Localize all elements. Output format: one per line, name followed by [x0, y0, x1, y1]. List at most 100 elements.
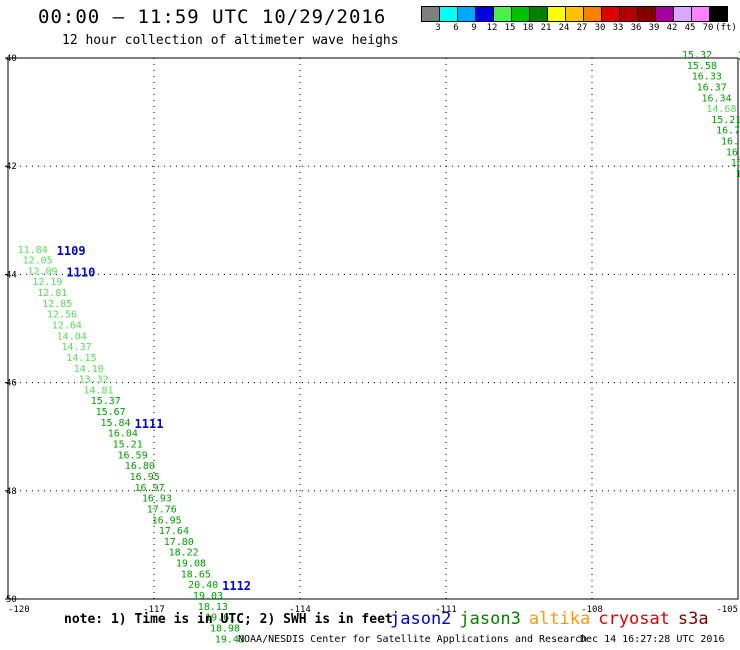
legend-tick-label: 36 [630, 23, 642, 33]
legend-swatch [619, 7, 637, 21]
wave-height-label: 14.15 [66, 353, 96, 364]
wave-height-label: 16.04 [108, 429, 138, 440]
wave-height-label: 19.08 [176, 559, 206, 570]
legend-swatch [637, 7, 655, 21]
wave-height-label: 15.67 [96, 407, 126, 418]
legend-tick-label: 27 [576, 23, 588, 33]
track-jason3: 15.3215.5816.3316.3716.3414.6815.2116.70… [682, 50, 740, 180]
legend-swatch [655, 7, 673, 21]
wave-height-label: 18.13 [198, 602, 228, 613]
wave-height-label: 19.61 [205, 613, 235, 624]
wave-height-label: 17.76 [147, 504, 177, 515]
wave-height-label: 12.56 [47, 310, 77, 321]
wave-height-label: 15.21 [711, 115, 740, 126]
lat-label: 40 [6, 54, 17, 64]
legend-tick-label: 9 [471, 23, 477, 33]
wave-height-label: 16.81 [731, 158, 740, 169]
wave-height-label: 15.21 [113, 440, 143, 451]
legend-tick-label: 45 [684, 23, 696, 33]
legend-swatch [475, 7, 493, 21]
wave-height-label: 14.68 [706, 104, 736, 115]
wave-height-label: 14.37 [62, 342, 92, 353]
satellite-legend-altika: altika [528, 609, 591, 629]
wave-height-label: 11.84 [18, 245, 48, 256]
legend-swatch [547, 7, 565, 21]
legend-swatch [511, 7, 529, 21]
wave-height-label: 14.10 [74, 364, 104, 375]
wave-height-label: 19.43 [215, 634, 245, 645]
time-markers: 100810091109111011111112 [57, 49, 740, 593]
legend-swatch [673, 7, 691, 21]
wave-height-label: 17.80 [164, 537, 194, 548]
wave-height-label: 14.81 [83, 385, 113, 396]
track-jason2: 11.8412.0512.0912.1912.8112.8512.5612.64… [18, 245, 245, 646]
time-marker: 1112 [222, 579, 251, 593]
legend-tick-label: 33 [612, 23, 624, 33]
legend-tick-label: 12 [486, 23, 498, 33]
satellite-legend: jason2 jason3 altika cryosat s3a [390, 609, 717, 629]
wave-height-label: 16.95 [130, 472, 160, 483]
wave-height-label: 18.98 [210, 623, 240, 634]
legend-tick-label: 42 [666, 23, 678, 33]
lon-label: -120 [8, 605, 30, 615]
legend-swatch [529, 7, 547, 21]
satellite-tracks: 15.3215.5816.3316.3716.3414.6815.2116.70… [18, 50, 740, 645]
map-subtitle: 12 hour collection of altimeter wave hei… [62, 33, 399, 48]
wave-height-label: 16.37 [697, 82, 727, 93]
lat-label: 44 [6, 270, 17, 280]
wave-height-label: 15.32 [682, 50, 712, 61]
lon-label: -105 [716, 605, 738, 615]
map-frame [7, 57, 739, 600]
wave-height-label: 16.93 [142, 494, 172, 505]
legend-swatch [493, 7, 511, 21]
legend-swatch [691, 7, 709, 21]
lon-label: -114 [289, 605, 311, 615]
lat-label: 42 [6, 162, 17, 172]
wave-height-label: 16.70 [716, 126, 740, 137]
wave-height-label: 12.05 [23, 256, 53, 267]
wave-height-label: 12.19 [32, 277, 62, 288]
footer-note: note: 1) Time is in UTC; 2) SWH is in fe… [64, 612, 393, 627]
legend-tick-label: (ft) [715, 23, 737, 33]
lon-label: -117 [143, 605, 165, 615]
time-marker: 1109 [57, 244, 86, 258]
lon-label: -111 [435, 605, 457, 615]
wave-height-label: 16.33 [692, 72, 722, 83]
satellite-legend-s3a: s3a [677, 609, 709, 629]
wave-height-color-legend [421, 6, 728, 22]
wave-height-label: 16.18 [736, 169, 740, 180]
lon-label: -108 [581, 605, 603, 615]
legend-tick-label: 70 [702, 23, 714, 33]
footer-credit: NOAA/NESDIS Center for Satellite Applica… [238, 634, 588, 645]
lat-label: 50 [6, 595, 17, 605]
wave-height-label: 20.40 [188, 580, 218, 591]
satellite-legend-cryosat: cryosat [598, 609, 670, 629]
map-title: 00:00 – 11:59 UTC 10/29/2016 [38, 6, 387, 28]
wave-height-label: 15.58 [687, 61, 717, 72]
wave-height-label: 16.80 [726, 147, 740, 158]
wave-height-label: 16.97 [135, 483, 165, 494]
legend-tick-label: 18 [522, 23, 534, 33]
legend-tick-label: 21 [540, 23, 552, 33]
lat-label: 48 [6, 487, 17, 497]
wave-height-label: 12.64 [52, 321, 82, 332]
legend-tick-label: 6 [453, 23, 459, 33]
legend-tick-label: 30 [594, 23, 606, 33]
legend-tick-label: 15 [504, 23, 516, 33]
lat-lon-grid [7, 57, 739, 600]
wave-height-label: 16.80 [125, 461, 155, 472]
time-marker: 1111 [135, 417, 164, 431]
legend-swatch [422, 7, 439, 21]
wave-height-label: 12.85 [42, 299, 72, 310]
satellite-legend-jason2: jason2 [390, 609, 452, 629]
lat-label: 46 [6, 379, 17, 389]
legend-swatch [601, 7, 619, 21]
legend-swatch [583, 7, 601, 21]
satellite-legend-jason3: jason3 [459, 609, 521, 629]
wave-height-label: 19.03 [193, 591, 223, 602]
wave-height-label: 16.38 [721, 137, 740, 148]
wave-height-legend-labels: 3 6 9 12 15 18 21 24 27 30 33 36 39 42 45 70 (ft) [421, 23, 740, 35]
wave-height-label: 16.59 [118, 450, 148, 461]
wave-height-label: 17.64 [159, 526, 189, 537]
